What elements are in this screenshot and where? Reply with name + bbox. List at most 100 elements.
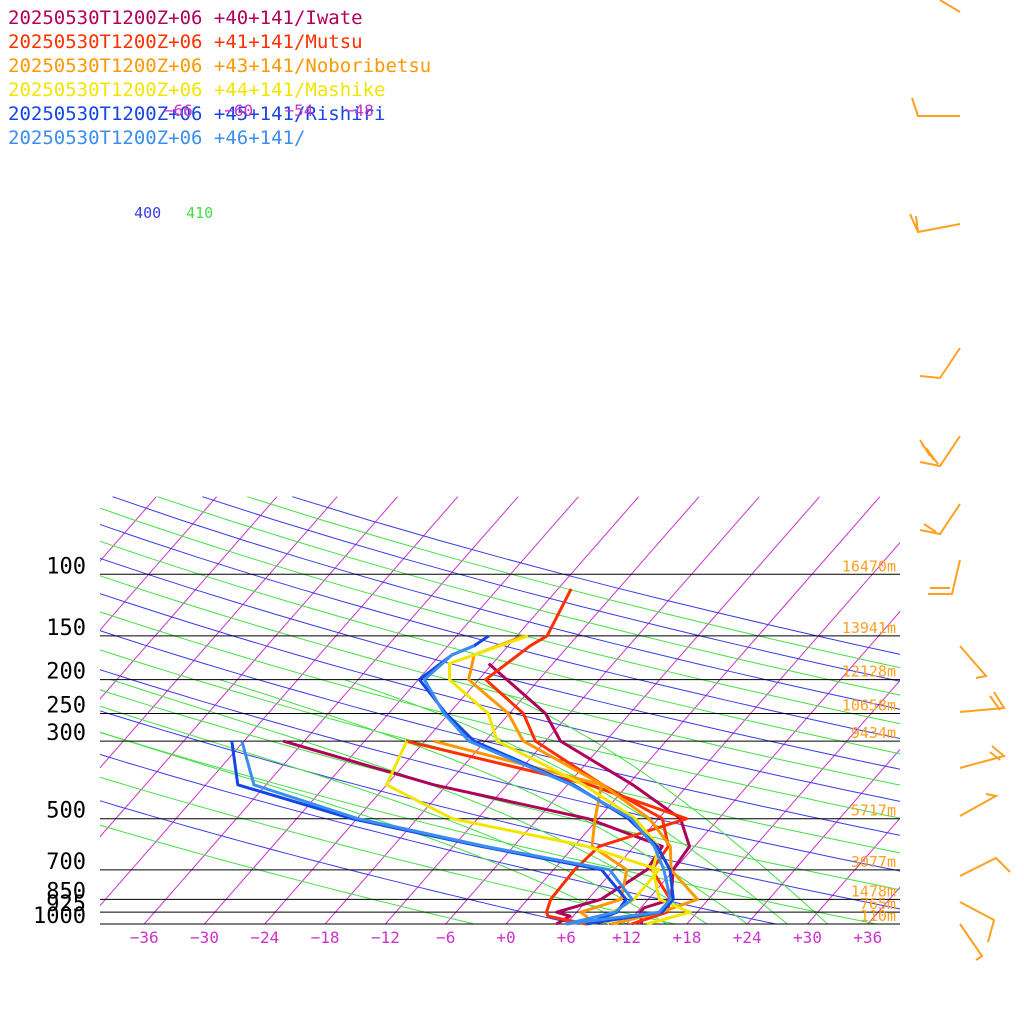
legend: 20250530T1200Z+06 +40+141/Iwate 20250530T… (8, 6, 431, 150)
legend-entry: 20250530T1200Z+06 +46+141/ (8, 127, 306, 149)
isotherm-line (565, 541, 900, 924)
pressure-tick-label: 500 (46, 799, 86, 824)
dry-adiabat-line (100, 611, 900, 819)
dewpoint-profile (230, 740, 628, 926)
temperature-tick-label: +6 (557, 928, 576, 947)
wind-barb-icon (939, 0, 961, 13)
dry-adiabat-line (100, 669, 900, 872)
pressure-tick-label: 300 (46, 721, 86, 746)
height-label: 13941m (842, 619, 896, 637)
height-label: 765m (860, 895, 896, 913)
height-label: 10658m (842, 696, 896, 714)
wind-barb-icon (959, 645, 988, 679)
pressure-tick-label: 150 (46, 616, 86, 641)
upper-isotherm-label: −66 (164, 101, 193, 120)
isotherm-line (204, 496, 579, 924)
moist-adiabat-line (110, 679, 708, 924)
isotherm-line (100, 496, 278, 700)
dry-adiabat-line (100, 710, 900, 910)
wind-barb-icon (911, 97, 960, 117)
height-label: 16470m (842, 557, 896, 575)
wind-barb-icon (959, 691, 1006, 713)
temperature-tick-label: +30 (793, 928, 822, 947)
dry-adiabat-line (100, 575, 900, 786)
pressure-tick-label: 250 (46, 693, 86, 718)
temperature-tick-label: −12 (371, 928, 400, 947)
theta-label: 410 (186, 204, 213, 222)
isotherm-line (100, 496, 338, 769)
height-label: 12128m (842, 663, 896, 681)
dry-adiabat-line (100, 800, 575, 924)
wind-barb-icon (959, 745, 1007, 769)
dry-adiabat-line (100, 540, 900, 755)
temperature-profile (422, 644, 672, 926)
height-label: 3077m (851, 853, 896, 871)
dewpoint-profile (240, 740, 634, 926)
dry-adiabat-line (100, 776, 676, 924)
upper-isotherm-label: −48 (345, 101, 374, 120)
isotherm-line (100, 496, 217, 631)
dewpoint-profile (433, 739, 629, 926)
dry-adiabat-line (157, 496, 900, 696)
wind-barb-icon (919, 347, 961, 380)
pressure-tick-label: 1000 (33, 904, 86, 929)
temperature-tick-label: +24 (733, 928, 762, 947)
wind-barb-icon (928, 559, 961, 595)
isotherm-line (505, 496, 881, 924)
dry-adiabat-line (100, 649, 900, 854)
wind-barb-icon (959, 901, 996, 943)
theta-label: 400 (134, 204, 161, 222)
isotherm-line (100, 496, 459, 907)
dewpoint-profile (282, 739, 664, 926)
dry-adiabat-line (100, 824, 475, 924)
temperature-tick-label: −30 (190, 928, 219, 947)
isotherm-line (143, 496, 519, 924)
dry-adiabat-line (100, 523, 900, 740)
moist-adiabat-line (100, 731, 627, 924)
wind-barb-icon (959, 793, 999, 817)
isotherm-line (626, 610, 900, 924)
temperature-tick-label: −18 (311, 928, 340, 947)
height-label: 110m (860, 907, 896, 925)
isotherm-line (324, 496, 700, 924)
upper-isotherm-label: −54 (285, 101, 314, 120)
height-label: 5717m (851, 802, 896, 820)
isotherm-line (807, 817, 900, 924)
moist-adiabat-line (344, 679, 788, 924)
wind-barb-icon (959, 856, 1011, 877)
temperature-profile (448, 634, 692, 926)
isotherm-line (0, 497, 36, 924)
pressure-tick-label: 100 (46, 554, 86, 579)
legend-entry: 20250530T1200Z+06 +44+141/Mashike (8, 79, 386, 101)
pressure-tick-label: 700 (46, 850, 86, 875)
temperature-tick-label: +18 (672, 928, 701, 947)
wind-barb-icon (919, 435, 961, 468)
legend-entry: 20250530T1200Z+06 +40+141/Iwate (8, 7, 363, 29)
temperature-tick-label: +12 (612, 928, 641, 947)
dry-adiabat-line (100, 630, 900, 836)
pressure-tick-label: 850 (46, 879, 86, 904)
legend-entry: 20250530T1200Z+06 +45+141/Rishiri (8, 103, 386, 125)
legend-entry: 20250530T1200Z+06 +43+141/Noboribetsu (8, 55, 432, 77)
height-label: 1478m (851, 882, 896, 900)
wind-barb-icon (919, 503, 961, 536)
dry-adiabat-line (100, 507, 900, 725)
temperature-tick-label: +36 (853, 928, 882, 947)
temperature-tick-label: +0 (496, 928, 515, 947)
temperature-tick-label: −24 (250, 928, 279, 947)
temperature-tick-label: −6 (436, 928, 455, 947)
wind-barb-icon (959, 923, 984, 961)
moist-adiabat-line (219, 679, 748, 924)
legend-entry: 20250530T1200Z+06 +41+141/Mutsu (8, 31, 363, 53)
height-label: 9434m (851, 724, 896, 742)
isotherm-line (385, 496, 760, 924)
temperature-tick-label: −36 (130, 928, 159, 947)
dry-adiabat-line (100, 731, 877, 924)
pressure-tick-label: 200 (46, 660, 86, 685)
temperature-profile (467, 634, 699, 926)
wind-barb-icon (909, 213, 961, 234)
isotherm-line (686, 679, 900, 924)
moist-adiabat-line (472, 679, 828, 924)
dry-adiabat-line (100, 753, 776, 924)
